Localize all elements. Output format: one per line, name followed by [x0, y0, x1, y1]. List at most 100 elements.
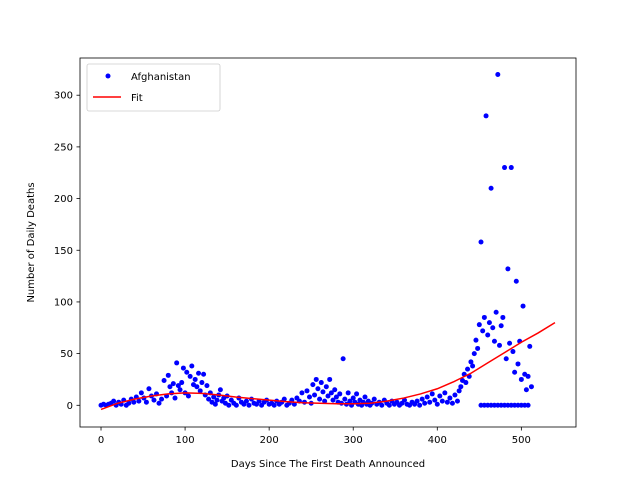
- data-point: [304, 388, 310, 394]
- x-tick-label: 100: [176, 435, 195, 446]
- data-point: [146, 386, 152, 392]
- data-point: [246, 402, 252, 408]
- data-point: [439, 398, 445, 404]
- x-tick-label: 200: [260, 435, 279, 446]
- y-tick-label: 0: [67, 401, 73, 412]
- data-point: [475, 345, 481, 351]
- data-point: [452, 392, 458, 398]
- data-point: [194, 384, 200, 390]
- data-point: [491, 338, 497, 344]
- data-point: [156, 400, 162, 406]
- x-tick-label: 0: [98, 435, 104, 446]
- data-point: [281, 396, 287, 402]
- data-point: [513, 278, 519, 284]
- data-point: [470, 363, 476, 369]
- data-point: [478, 239, 484, 245]
- data-point: [525, 373, 531, 379]
- data-point: [523, 387, 529, 393]
- y-axis-label: Number of Daily Deaths: [26, 182, 37, 302]
- data-point: [386, 402, 392, 408]
- y-axis-ticks: 0 50 100 150 200 250 300: [54, 91, 80, 412]
- data-point: [317, 396, 323, 402]
- data-point: [424, 394, 430, 400]
- legend-label-afghanistan: Afghanistan: [131, 72, 191, 83]
- y-tick-label: 200: [54, 194, 73, 205]
- legend-box: [86, 63, 221, 112]
- data-point: [320, 389, 326, 395]
- plot-marks: [98, 72, 556, 411]
- data-point: [500, 314, 506, 320]
- data-point: [434, 401, 440, 407]
- data-point: [310, 382, 316, 388]
- legend-marker-afghanistan: [105, 73, 111, 79]
- data-point: [333, 394, 339, 400]
- data-point: [138, 390, 144, 396]
- data-point: [493, 309, 499, 315]
- data-point: [490, 325, 496, 331]
- data-point: [419, 396, 425, 402]
- data-point: [206, 396, 212, 402]
- data-point: [323, 384, 329, 390]
- data-point: [189, 363, 195, 369]
- data-point: [488, 185, 494, 191]
- x-tick-label: 500: [512, 435, 531, 446]
- data-point: [432, 397, 438, 403]
- plot-frame: [79, 57, 577, 428]
- data-point: [485, 332, 491, 338]
- data-point: [192, 376, 198, 382]
- data-point: [507, 340, 513, 346]
- data-point: [362, 394, 368, 400]
- data-point: [327, 376, 333, 382]
- data-point: [196, 370, 202, 376]
- data-point: [318, 380, 324, 386]
- x-tick-label: 400: [428, 435, 447, 446]
- data-point: [347, 398, 353, 404]
- fit-line: [100, 321, 556, 411]
- data-point: [172, 395, 178, 401]
- data-point: [214, 397, 220, 403]
- data-point: [111, 398, 117, 404]
- data-point: [174, 360, 180, 366]
- data-point: [528, 384, 534, 390]
- data-point: [429, 391, 435, 397]
- data-point: [197, 388, 203, 394]
- data-point: [217, 387, 223, 393]
- x-axis-label: Days Since The First Death Announced: [231, 459, 425, 470]
- data-point: [330, 397, 336, 403]
- data-point: [427, 399, 433, 405]
- data-point: [354, 391, 360, 397]
- data-point: [495, 72, 501, 78]
- data-point: [340, 356, 346, 362]
- data-point: [233, 402, 239, 408]
- data-point: [167, 384, 173, 390]
- data-point: [502, 165, 508, 171]
- data-point: [201, 371, 207, 377]
- data-point: [243, 398, 249, 404]
- data-point: [512, 369, 518, 375]
- data-point: [271, 402, 277, 408]
- data-point: [498, 323, 504, 329]
- data-point: [337, 391, 343, 397]
- data-point: [175, 383, 181, 389]
- data-point: [177, 387, 183, 393]
- data-point: [505, 266, 511, 272]
- data-point: [481, 314, 487, 320]
- x-axis-ticks: 0 100 200 300 400 500: [98, 427, 531, 446]
- data-point: [315, 386, 321, 392]
- data-point: [184, 369, 190, 375]
- data-point: [322, 398, 328, 404]
- data-point: [473, 337, 479, 343]
- data-point: [342, 396, 348, 402]
- data-point: [476, 322, 482, 328]
- data-point: [143, 399, 149, 405]
- data-point: [468, 359, 474, 365]
- data-point: [136, 398, 142, 404]
- data-point: [508, 165, 514, 171]
- data-point: [442, 390, 448, 396]
- data-point: [161, 377, 167, 383]
- legend-label-fit: Fit: [131, 93, 143, 104]
- data-point: [151, 397, 157, 403]
- data-point: [497, 342, 502, 348]
- y-tick-label: 250: [54, 142, 73, 153]
